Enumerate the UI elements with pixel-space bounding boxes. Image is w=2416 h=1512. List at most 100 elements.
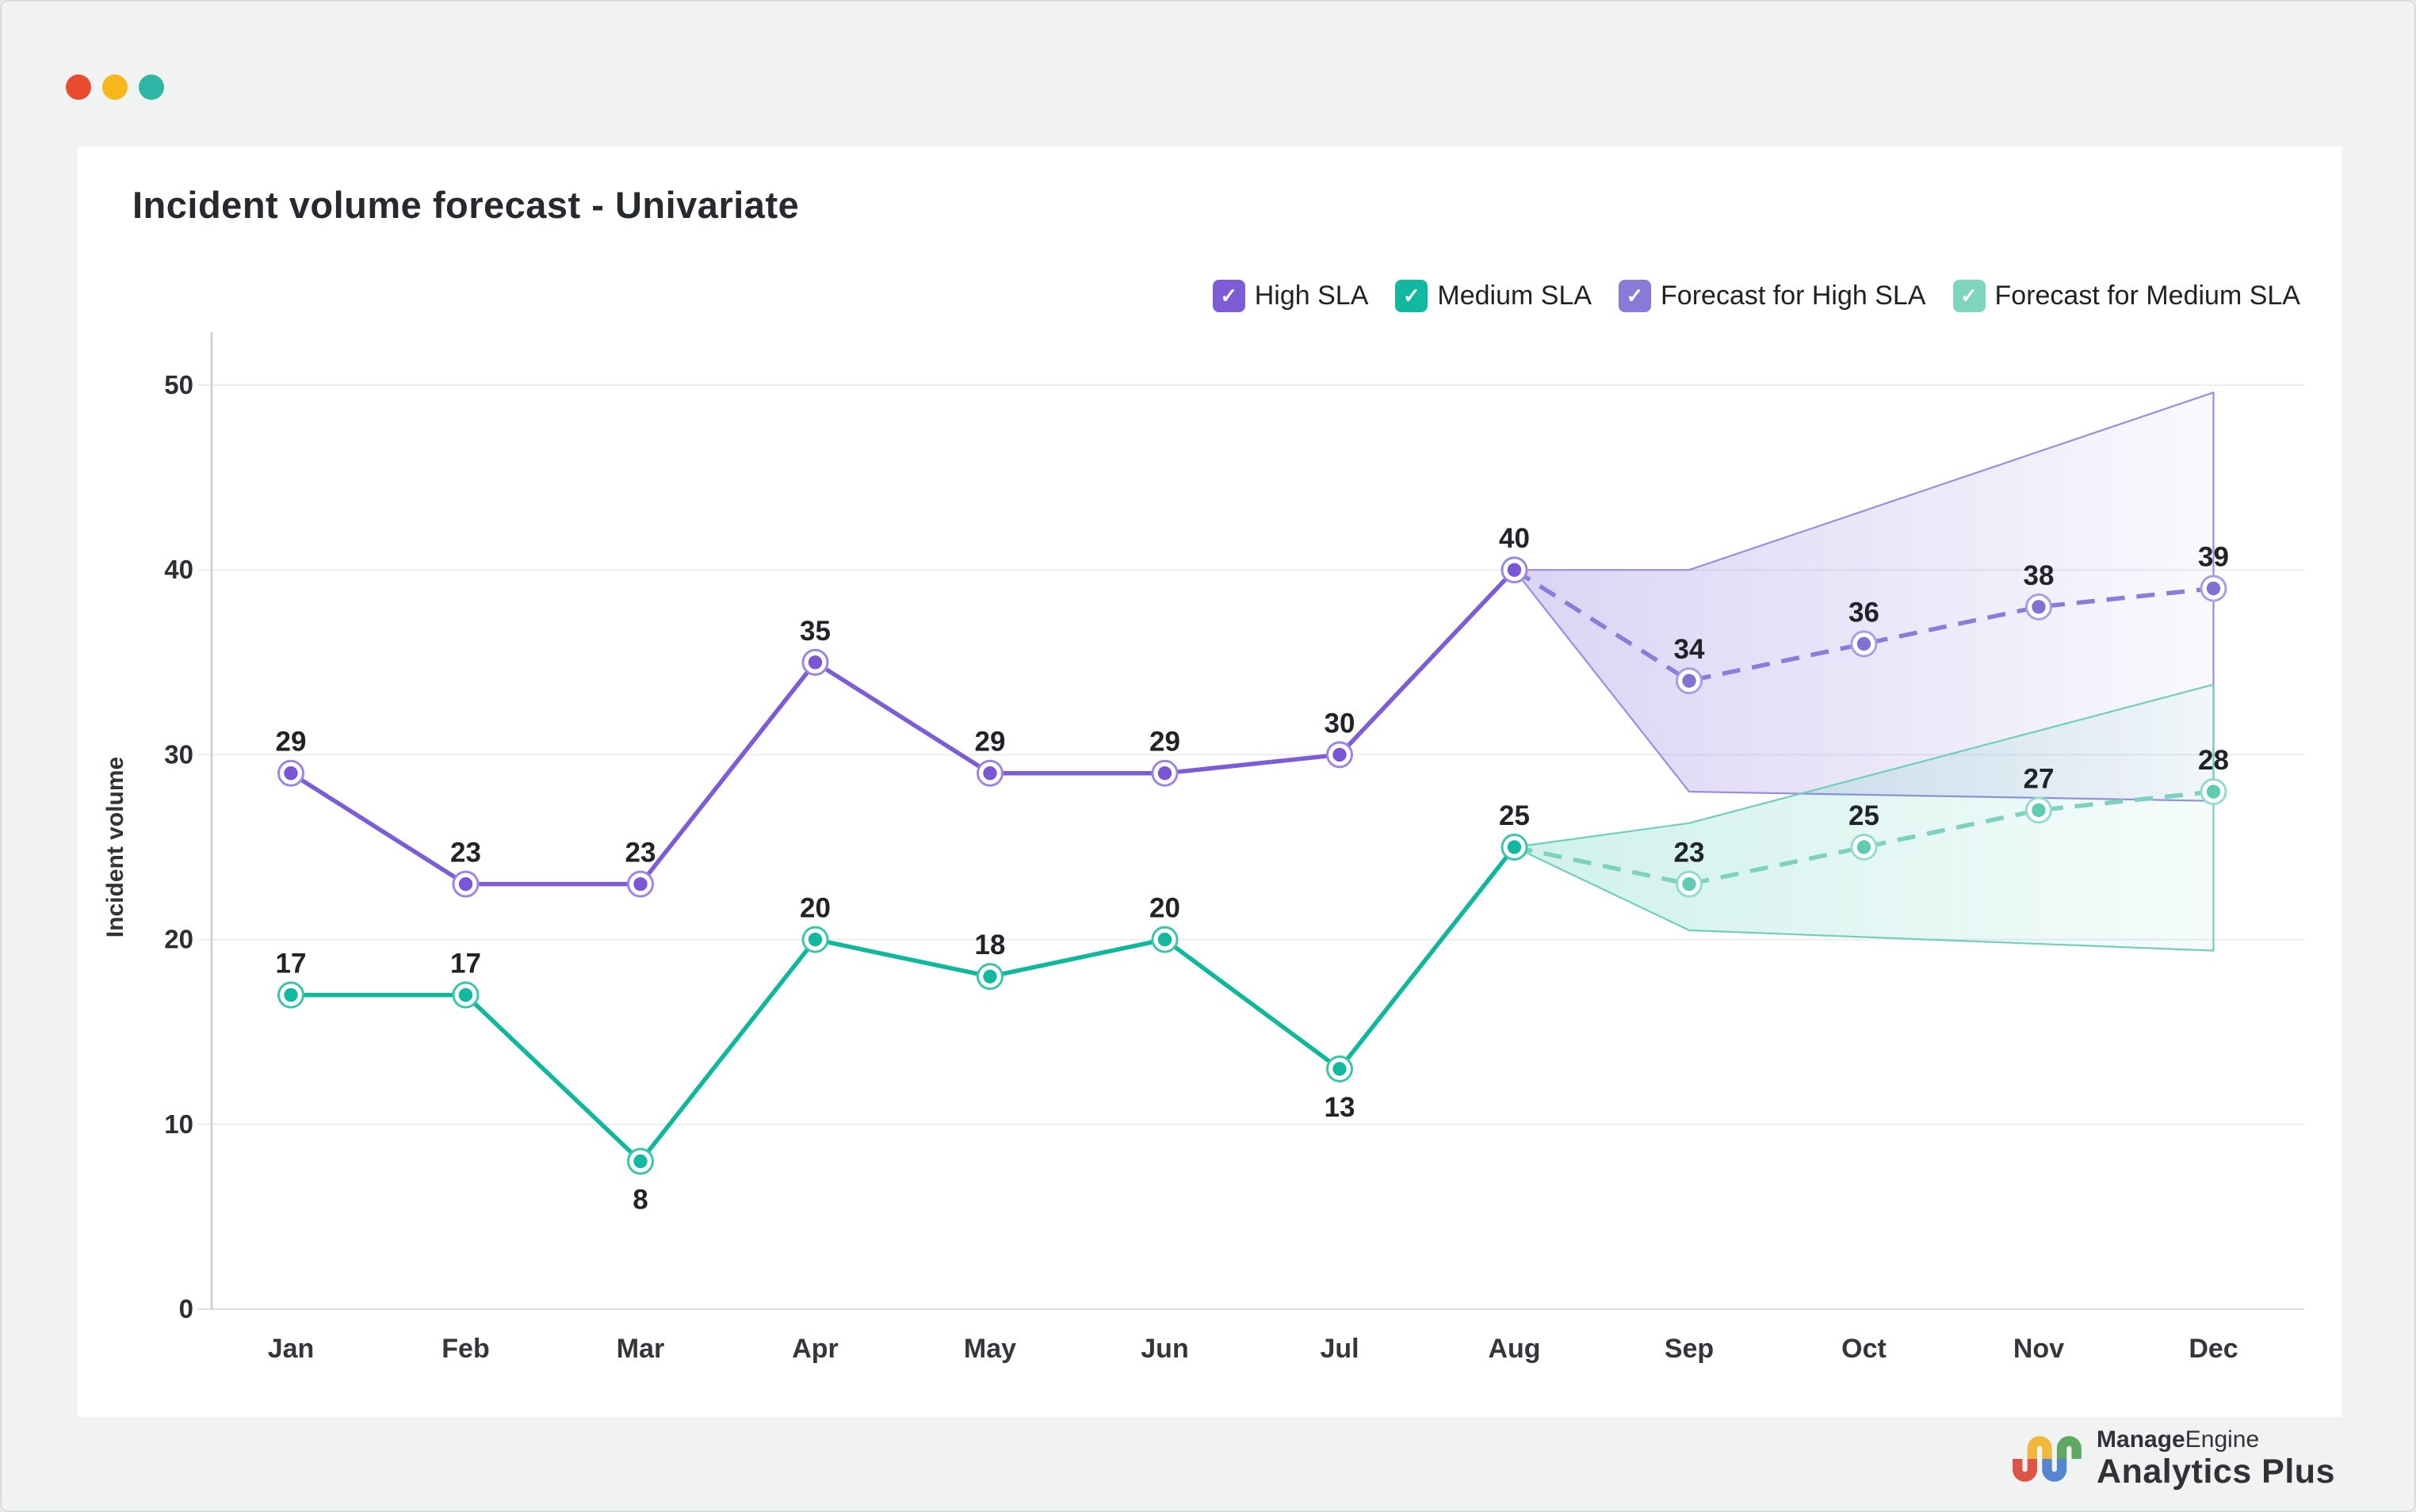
point-medium-sla-may[interactable] [977, 963, 1003, 991]
chart-panel: Incident volume forecast - Univariate ✓ H… [78, 147, 2341, 1417]
forecast-line-chart: 0 10 20 30 40 50 29 23 23 35 29 29 30 40 17 17 8 20 18 20 13… [102, 332, 2304, 1364]
value-label: 13 [1325, 1092, 1355, 1123]
window-controls [66, 74, 164, 100]
svg-text:Sep: Sep [1665, 1334, 1714, 1364]
value-label: 34 [1674, 634, 1705, 665]
svg-text:40: 40 [164, 555, 193, 584]
point-forecast-for-medium-sla-dec[interactable] [2200, 778, 2227, 806]
data-labels: 29 23 23 35 29 29 30 40 17 17 8 20 18 20 13 25 34 36 38 39 2… [276, 523, 2229, 1215]
checkbox-checked-icon: ✓ [1952, 280, 1986, 312]
point-forecast-for-high-sla-sep[interactable] [1676, 667, 1703, 695]
value-label: 27 [2024, 763, 2055, 794]
point-medium-sla-jan[interactable] [277, 981, 304, 1009]
value-label: 29 [276, 727, 307, 758]
minimize-dot[interactable] [102, 74, 128, 100]
point-high-sla-apr[interactable] [801, 648, 829, 676]
point-medium-sla-aug[interactable] [1500, 834, 1528, 861]
value-label: 23 [625, 838, 656, 869]
point-medium-sla-feb[interactable] [452, 981, 480, 1009]
value-label: 25 [1848, 800, 1879, 831]
line-forecast-for-high-sla [1513, 567, 2214, 683]
legend-item-high-sla[interactable]: ✓ High SLA [1212, 280, 1369, 312]
value-label: 28 [2198, 745, 2229, 776]
point-high-sla-aug[interactable] [1500, 556, 1528, 584]
point-medium-sla-jun[interactable] [1151, 926, 1179, 953]
point-medium-sla-jul[interactable] [1326, 1055, 1353, 1082]
legend-item-forecast-for-medium-sla[interactable]: ✓ Forecast for Medium SLA [1952, 280, 2300, 312]
point-forecast-for-medium-sla-sep[interactable] [1676, 870, 1703, 898]
value-label: 23 [1674, 838, 1705, 869]
point-forecast-for-high-sla-oct[interactable] [1850, 630, 1878, 658]
value-label: 18 [975, 930, 1006, 960]
point-high-sla-jun[interactable] [1151, 759, 1179, 787]
value-label: 35 [800, 616, 831, 647]
brand-manage: Manage [2097, 1426, 2185, 1453]
value-label: 17 [276, 949, 307, 979]
point-forecast-for-high-sla-nov[interactable] [2025, 593, 2052, 620]
point-high-sla-feb[interactable] [452, 870, 480, 898]
svg-text:Feb: Feb [442, 1334, 489, 1364]
value-label: 20 [1149, 893, 1180, 924]
svg-text:Jun: Jun [1141, 1334, 1188, 1364]
x-axis-labels: Jan Feb Mar Apr May Jun Jul Aug Sep Oct Nov Dec [268, 1334, 2238, 1364]
svg-text:Jan: Jan [268, 1334, 315, 1364]
value-label: 25 [1499, 800, 1530, 831]
point-high-sla-jul[interactable] [1326, 741, 1353, 769]
brand-name: ManageEngine Analytics Plus [2097, 1426, 2335, 1491]
brand-engine: Engine [2185, 1426, 2260, 1453]
svg-text:50: 50 [164, 370, 193, 399]
y-axis-tick-labels: 0 10 20 30 40 50 [164, 370, 193, 1323]
legend-item-label: High SLA [1254, 281, 1369, 311]
legend: ✓ High SLA ✓ Medium SLA ✓ Forecast for High S… [1212, 280, 2300, 312]
legend-item-label: Medium SLA [1437, 281, 1592, 311]
svg-text:Jul: Jul [1320, 1334, 1359, 1364]
legend-item-label: Forecast for High SLA [1661, 281, 1926, 311]
value-label: 8 [633, 1184, 648, 1215]
svg-text:20: 20 [164, 925, 193, 954]
value-label: 30 [1325, 708, 1355, 739]
y-axis-title: Incident volume [102, 757, 128, 937]
point-forecast-for-high-sla-dec[interactable] [2200, 575, 2227, 602]
value-label: 29 [975, 727, 1006, 758]
legend-item-label: Forecast for Medium SLA [1994, 281, 2300, 311]
svg-text:Dec: Dec [2189, 1334, 2238, 1364]
value-label: 20 [800, 893, 831, 924]
chart-title: Incident volume forecast - Univariate [132, 184, 800, 226]
point-medium-sla-apr[interactable] [801, 926, 829, 953]
value-label: 38 [2024, 560, 2055, 591]
line-medium-sla [291, 846, 1516, 1164]
legend-item-medium-sla[interactable]: ✓ Medium SLA [1395, 280, 1592, 312]
svg-text:10: 10 [164, 1109, 193, 1139]
brand-analytics-plus: Analytics Plus [2097, 1452, 2335, 1491]
line-high-sla [289, 568, 1516, 887]
point-high-sla-mar[interactable] [627, 870, 654, 898]
point-medium-sla-mar[interactable] [627, 1147, 654, 1175]
series-lines [289, 567, 2214, 1164]
value-label: 36 [1848, 597, 1879, 628]
svg-text:May: May [964, 1334, 1016, 1364]
svg-text:30: 30 [164, 739, 193, 769]
value-label: 17 [450, 949, 481, 979]
point-forecast-for-medium-sla-oct[interactable] [1850, 834, 1878, 861]
legend-item-forecast-for-high-sla[interactable]: ✓ Forecast for High SLA [1619, 280, 1926, 312]
checkbox-checked-icon: ✓ [1619, 280, 1652, 312]
value-label: 39 [2198, 542, 2229, 573]
svg-text:Aug: Aug [1488, 1334, 1540, 1364]
svg-text:Mar: Mar [617, 1334, 664, 1364]
point-high-sla-jan[interactable] [277, 759, 304, 787]
svg-text:0: 0 [179, 1294, 193, 1323]
svg-text:Nov: Nov [2013, 1334, 2064, 1364]
value-label: 40 [1499, 523, 1530, 554]
checkbox-checked-icon: ✓ [1395, 280, 1428, 312]
maximize-dot[interactable] [139, 74, 164, 100]
brand-footer: ManageEngine Analytics Plus [2012, 1426, 2335, 1491]
point-forecast-for-medium-sla-nov[interactable] [2025, 796, 2052, 824]
svg-text:Oct: Oct [1841, 1334, 1887, 1364]
close-dot[interactable] [66, 74, 91, 100]
value-label: 29 [1149, 727, 1180, 758]
value-label: 23 [450, 838, 481, 869]
data-points [277, 556, 2227, 1175]
point-high-sla-may[interactable] [977, 759, 1003, 787]
checkbox-checked-icon: ✓ [1212, 280, 1245, 312]
